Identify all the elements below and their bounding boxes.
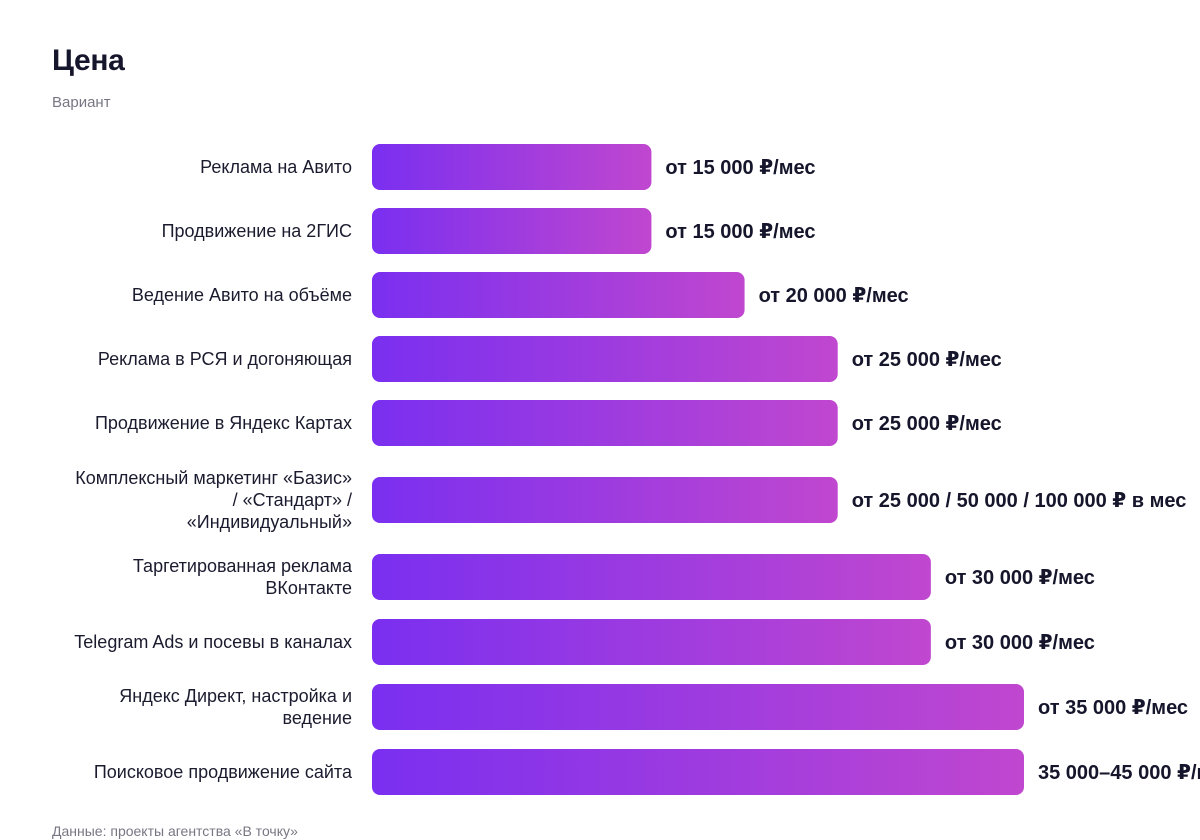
value-label-6: от 25 000 / 50 000 / 100 000 ₽ в мес: [852, 490, 1187, 512]
chart-subtitle: Вариант: [52, 94, 111, 111]
category-label-4: Реклама в РСЯ и догоняющая: [98, 349, 352, 369]
price-bar-chart: Реклама на Авито от 15 000 ₽/мес Продвижен…: [74, 144, 1200, 795]
bar-6: [372, 477, 838, 523]
category-label-5: Продвижение в Яндекс Картах: [95, 413, 352, 433]
bar-4: [372, 336, 838, 382]
value-label-10: 35 000–45 000 ₽/мес: [1038, 762, 1200, 784]
data-source-note: Данные: проекты агентства «В точку»: [52, 823, 298, 839]
value-label-3: от 20 000 ₽/мес: [759, 285, 909, 307]
bar-7: [372, 554, 931, 600]
bar-3: [372, 272, 745, 318]
category-label-1: Реклама на Авито: [200, 157, 352, 177]
category-label-3: Ведение Авито на объёме: [132, 285, 352, 305]
value-label-4: от 25 000 ₽/мес: [852, 349, 1002, 371]
category-label-9: Яндекс Директ, настройка и ведение: [119, 686, 352, 728]
value-label-2: от 15 000 ₽/мес: [665, 221, 815, 243]
bar-2: [372, 208, 652, 254]
bar-1: [372, 144, 652, 190]
chart-title: Цена: [52, 44, 125, 77]
bar-8: [372, 619, 931, 665]
category-label-6: Комплексный маркетинг «Базис» / «Стандарт…: [75, 468, 352, 532]
value-label-5: от 25 000 ₽/мес: [852, 413, 1002, 435]
category-label-7: Таргетированная реклама ВКонтакте: [133, 556, 353, 598]
bar-10: [372, 749, 1024, 795]
value-label-1: от 15 000 ₽/мес: [665, 157, 815, 179]
bars-group: Реклама на Авито от 15 000 ₽/мес Продвижен…: [74, 144, 1200, 795]
value-label-8: от 30 000 ₽/мес: [945, 632, 1095, 654]
value-label-9: от 35 000 ₽/мес: [1038, 697, 1188, 719]
category-label-2: Продвижение на 2ГИС: [162, 221, 352, 241]
value-label-7: от 30 000 ₽/мес: [945, 567, 1095, 589]
category-label-10: Поисковое продвижение сайта: [94, 762, 353, 782]
category-label-8: Telegram Ads и посевы в каналах: [74, 632, 352, 652]
bar-5: [372, 400, 838, 446]
bar-9: [372, 684, 1024, 730]
